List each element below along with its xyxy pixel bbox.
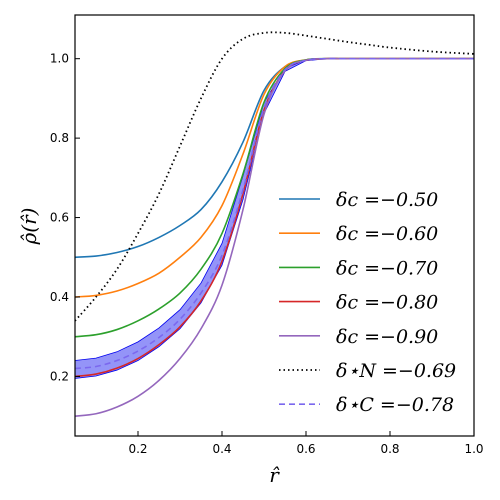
series-line-7 [74,57,474,370]
y-tick-label: 0.4 [50,290,69,304]
legend-label: δc =−0.50 [336,189,438,211]
x-tick-label: 1.0 [464,442,483,456]
legend: δc =−0.50 δc =−0.60 δc =−0.70 δc =−0.80 δc =… [279,189,456,416]
y-tick-label: 0.2 [50,369,69,383]
legend-label: δc =−0.80 [336,292,438,314]
legend-label: δc =−0.70 [336,257,438,279]
x-axis-label: r̂ [269,463,280,487]
y-axis-label: ρ̂(r̂) [17,208,41,246]
series-layer [74,31,475,417]
y-tick-label: 0.6 [50,211,69,225]
y-tick-label: 1.0 [50,52,69,66]
x-tick-label: 0.6 [296,442,315,456]
legend-label: δ⋆N =−0.69 [336,360,456,382]
ticks-layer: 0.2 0.4 0.6 0.8 1.0 0.2 0.4 0.6 0.8 1.0 [50,52,484,456]
plot-frame [74,14,475,437]
legend-label: δc =−0.60 [336,223,438,245]
series-line-6 [74,31,475,322]
x-tick-label: 0.2 [128,442,147,456]
legend-label: δc =−0.90 [336,326,438,348]
y-tick-label: 0.8 [50,131,69,145]
x-tick-label: 0.4 [212,442,231,456]
legend-label: δ⋆C =−0.78 [336,394,454,416]
x-tick-label: 0.8 [380,442,399,456]
series-line-5 [74,57,474,417]
